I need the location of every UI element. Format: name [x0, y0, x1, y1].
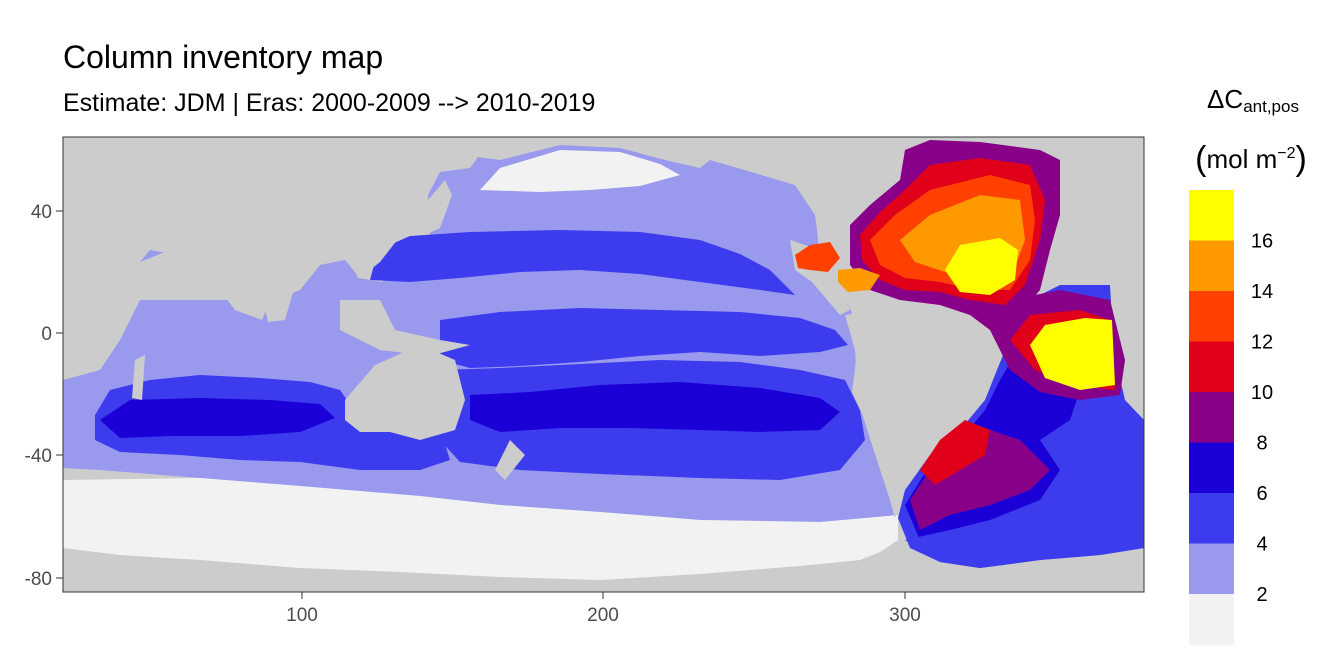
legend-paren-close: ): [1295, 140, 1307, 178]
legend-swatch: [1189, 442, 1234, 494]
legend-break-label: 6: [1256, 483, 1267, 505]
legend-break-label: 2: [1256, 584, 1267, 606]
ocean-north-atlantic-yellow: [945, 238, 1018, 295]
plot-title: Column inventory map: [63, 39, 384, 75]
ocean-north-pacific-low: [480, 150, 680, 192]
ocean-indian-deep: [100, 398, 335, 438]
y-tick-label: -80: [25, 569, 52, 590]
ocean-atlantic-southern-mid: [905, 500, 1144, 568]
legend-break-label: 14: [1251, 281, 1273, 303]
legend-swatch: [1189, 543, 1234, 595]
legend-break-label: 8: [1256, 433, 1267, 455]
ocean-north-pacific-mid: [370, 230, 795, 295]
legend-swatch: [1189, 291, 1234, 342]
legend-break-label: 10: [1251, 382, 1273, 404]
legend-paren-open: (: [1195, 140, 1207, 178]
y-tick-label: 40: [31, 202, 52, 223]
legend-break-label: 4: [1256, 534, 1267, 556]
legend-break-label: 12: [1251, 332, 1273, 354]
land-masses: [63, 137, 1144, 592]
legend-symbol: ΔC: [1207, 84, 1244, 114]
x-tick-label: 100: [286, 605, 318, 626]
ocean-equatorial-pacific-mid: [440, 308, 848, 368]
legend-swatch: [1189, 594, 1234, 645]
ocean-caribbean: [838, 268, 880, 292]
ocean-south-pacific-deep: [470, 382, 840, 432]
map-panel: [63, 137, 1144, 592]
legend-swatch: [1189, 240, 1234, 292]
y-tick-label: 0: [41, 324, 52, 345]
legend-swatch: [1189, 392, 1234, 443]
legend-break-label: 16: [1251, 231, 1273, 253]
x-tick-label: 200: [587, 605, 619, 626]
ocean-atlantic-equatorial-yellow: [1030, 318, 1115, 390]
ocean-gulf-of-mexico: [795, 242, 840, 272]
y-axis: 40 0 -40 -80: [25, 202, 63, 590]
plot-subtitle: Estimate: JDM | Eras: 2000-2009 --> 2010…: [63, 89, 596, 117]
legend-unit-exponent: −2: [1277, 145, 1296, 162]
legend-swatch: [1189, 493, 1234, 544]
legend-title: ΔCant,pos: [1178, 84, 1328, 122]
x-axis: 100 200 300: [286, 592, 921, 626]
legend-subscript: ant,pos: [1243, 97, 1299, 116]
y-tick-label: -40: [25, 446, 52, 467]
ocean-atlantic-purple: [910, 430, 1050, 530]
ocean-southern-low: [63, 478, 898, 580]
x-tick-label: 300: [889, 605, 921, 626]
legend-swatch: [1189, 341, 1234, 393]
legend-colorbar: [1189, 190, 1234, 645]
legend-unit: (mol m−2): [1176, 134, 1326, 179]
legend-labels: 16 14 12 10 8 6 4 2: [1234, 231, 1273, 606]
legend-swatch: [1189, 190, 1234, 241]
legend-unit-base: mol m: [1206, 144, 1278, 174]
ocean-south-atlantic-red: [920, 420, 990, 485]
